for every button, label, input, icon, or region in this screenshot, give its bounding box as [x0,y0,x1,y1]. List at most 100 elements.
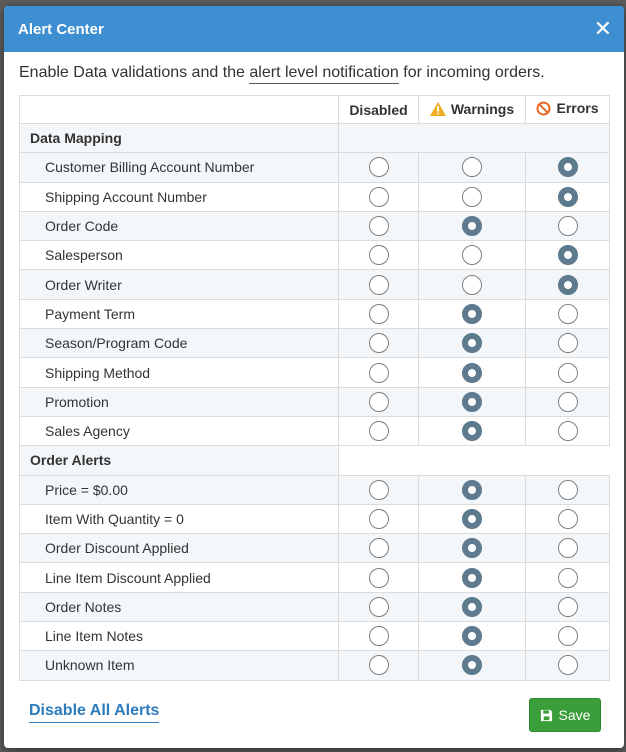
radio-errors[interactable] [557,157,578,178]
radio-cell-warnings [418,474,526,505]
radio-cell-disabled [338,621,419,652]
radio-errors[interactable] [557,626,578,647]
radio-errors[interactable] [557,274,578,295]
radio-warnings[interactable] [462,596,482,617]
section-title: Order Alerts [19,445,339,476]
radio-cell-errors [525,591,610,623]
radio-warnings[interactable] [462,274,482,295]
radio-disabled[interactable] [368,626,389,647]
table-row: Payment Term [19,298,610,330]
radio-cell-disabled [338,298,419,330]
radio-disabled[interactable] [368,391,389,412]
radio-warnings[interactable] [462,479,482,500]
radio-disabled[interactable] [368,274,389,295]
radio-warnings[interactable] [462,333,482,354]
row-label: Customer Billing Account Number [19,152,339,183]
radio-disabled[interactable] [368,186,389,207]
row-label: Item With Quantity = 0 [19,503,339,535]
radio-disabled[interactable] [368,303,389,324]
radio-cell-disabled [338,591,419,623]
radio-disabled[interactable] [368,479,389,500]
radio-errors[interactable] [557,596,578,617]
radio-warnings[interactable] [462,216,482,237]
radio-disabled[interactable] [368,216,389,237]
radio-warnings[interactable] [462,567,482,588]
radio-warnings[interactable] [462,391,482,412]
radio-cell-warnings [418,181,526,212]
ban-icon [537,101,551,116]
radio-errors[interactable] [557,303,578,324]
radio-errors[interactable] [557,567,578,588]
radio-warnings[interactable] [462,303,482,324]
radio-disabled[interactable] [368,362,389,383]
alert-center-modal: Alert Center ✕ Enable Data validations a… [4,6,624,748]
radio-errors[interactable] [557,538,578,559]
radio-warnings[interactable] [462,362,482,383]
row-label: Line Item Discount Applied [19,562,339,593]
radio-cell-disabled [338,650,419,681]
radio-warnings[interactable] [462,538,482,559]
radio-errors[interactable] [557,333,578,354]
table-row: Season/Program Code [19,328,610,359]
radio-disabled[interactable] [368,655,389,676]
radio-cell-errors [525,240,610,271]
close-icon[interactable]: ✕ [593,16,612,41]
table-row: Order Notes [19,591,610,623]
radio-disabled[interactable] [368,596,389,617]
table-row: Order Discount Applied [19,533,610,564]
row-label: Payment Term [19,298,339,330]
radio-cell-errors [525,357,610,388]
radio-errors[interactable] [557,391,578,412]
row-label: Season/Program Code [19,328,339,359]
floppy-disk-icon [540,709,552,721]
modal-header: Alert Center ✕ [4,6,624,52]
radio-disabled[interactable] [368,157,389,178]
radio-errors[interactable] [557,216,578,237]
radio-cell-warnings [418,210,526,242]
radio-disabled[interactable] [368,333,389,354]
radio-cell-warnings [418,650,526,681]
modal-title: Alert Center [18,20,104,38]
radio-cell-warnings [418,269,526,300]
radio-cell-disabled [338,269,419,300]
save-button[interactable]: Save [529,698,601,732]
section-spacer [338,122,610,154]
radio-cell-errors [525,650,610,681]
radio-errors[interactable] [557,245,578,266]
radio-disabled[interactable] [368,421,389,442]
table-row: Order Code [19,210,610,242]
radio-warnings[interactable] [462,421,482,442]
section-row: Order Alerts [19,445,610,476]
section-spacer [338,445,610,476]
intro-before: Enable Data validations and the [19,64,250,81]
row-label: Price = $0.00 [19,474,339,505]
radio-errors[interactable] [557,421,578,442]
radio-warnings[interactable] [462,626,482,647]
radio-cell-disabled [338,181,419,212]
radio-disabled[interactable] [368,538,389,559]
radio-warnings[interactable] [462,157,482,178]
disable-all-alerts-link[interactable]: Disable All Alerts [29,702,160,723]
table-header-row: Disabled Warnings [19,95,610,124]
save-label: Save [558,707,591,723]
radio-disabled[interactable] [368,567,389,588]
radio-warnings[interactable] [462,655,482,676]
radio-errors[interactable] [557,655,578,676]
radio-warnings[interactable] [462,245,482,266]
radio-cell-errors [525,298,610,330]
radio-warnings[interactable] [462,186,482,207]
radio-errors[interactable] [557,362,578,383]
radio-disabled[interactable] [368,509,389,529]
radio-disabled[interactable] [368,245,389,266]
radio-cell-disabled [338,152,419,183]
radio-cell-disabled [338,562,419,593]
table-row: Price = $0.00 [19,474,610,505]
radio-errors[interactable] [557,509,578,529]
radio-cell-warnings [418,240,526,271]
radio-warnings[interactable] [462,509,482,529]
radio-errors[interactable] [557,186,578,207]
row-label: Unknown Item [19,650,339,681]
radio-cell-errors [525,533,610,564]
radio-errors[interactable] [557,479,578,500]
table-row: Line Item Notes [19,621,610,652]
